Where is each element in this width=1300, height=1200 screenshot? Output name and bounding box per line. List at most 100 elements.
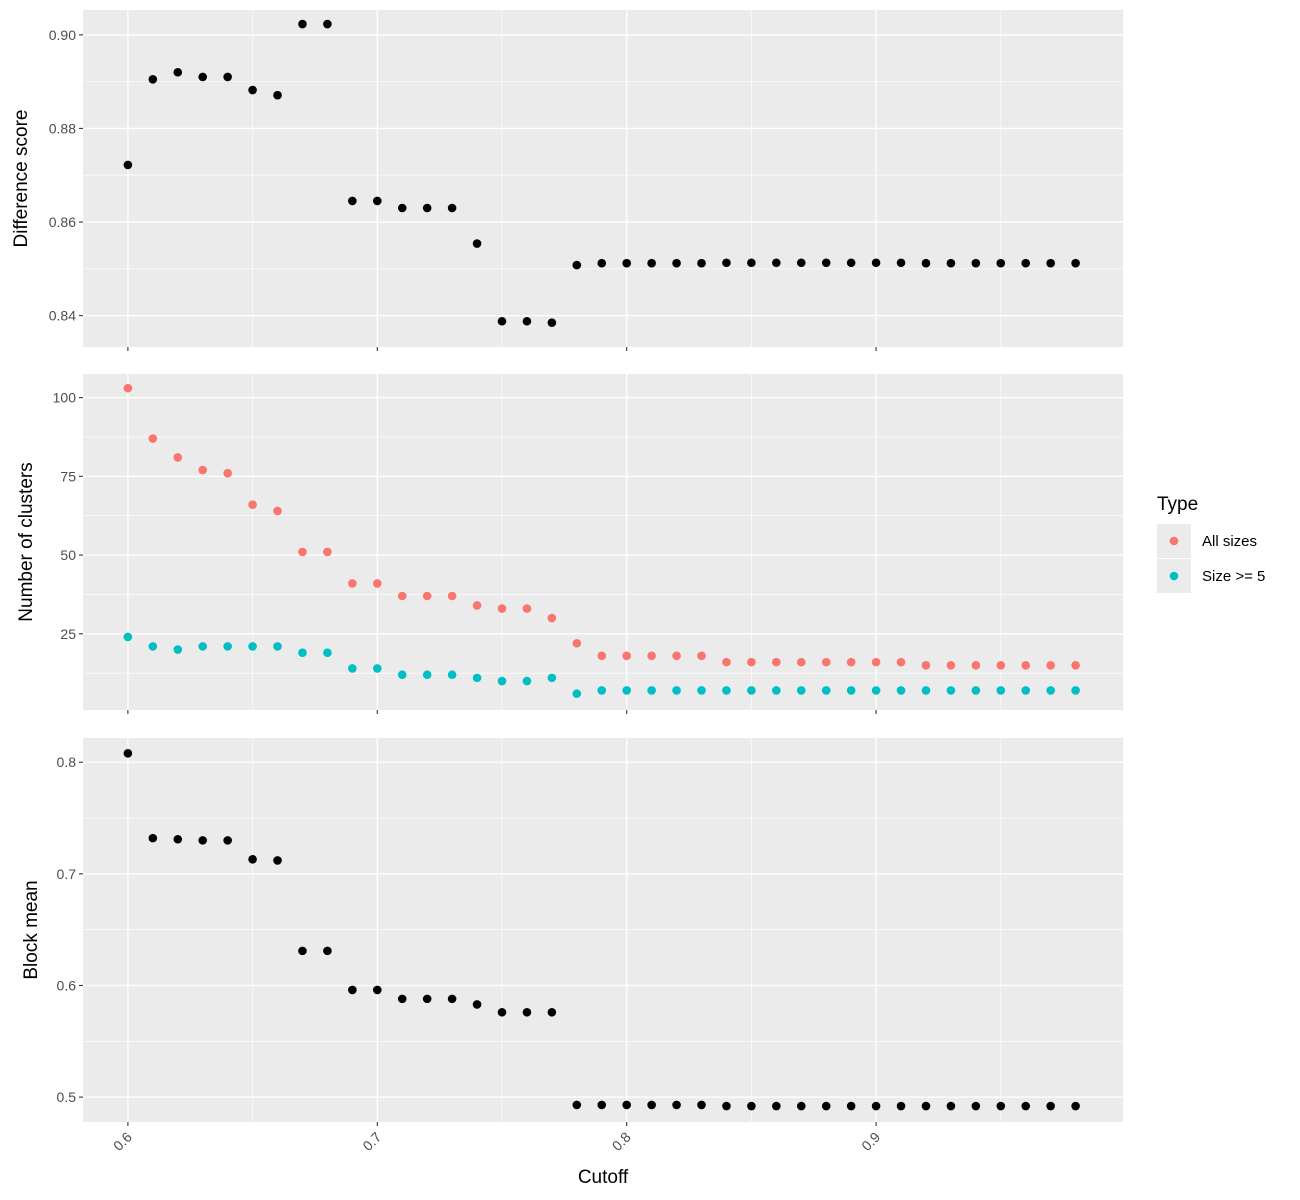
data-point <box>273 642 282 651</box>
data-point <box>821 258 831 268</box>
panel-1: 0.84 0.86 0.88 0.90 Difference score <box>11 10 1123 351</box>
data-point <box>896 657 906 667</box>
data-point <box>647 258 656 268</box>
data-point <box>547 1007 557 1017</box>
y-axis-title: Block mean <box>21 880 42 979</box>
y-axis-title: Difference score <box>11 110 32 248</box>
data-point <box>846 686 856 695</box>
data-point <box>896 686 906 695</box>
data-point <box>921 660 931 670</box>
data-point <box>223 836 232 845</box>
data-point <box>173 834 183 844</box>
data-point <box>597 686 607 695</box>
data-point <box>697 651 706 661</box>
data-point <box>672 686 681 695</box>
data-point <box>697 1100 706 1110</box>
legend-title: Type <box>1157 494 1198 515</box>
data-point <box>248 642 257 651</box>
data-point <box>123 383 133 393</box>
data-point <box>372 196 382 206</box>
y-tick-label: 25 <box>60 626 76 642</box>
data-point <box>722 258 731 268</box>
y-tick-label: 0.6 <box>57 977 77 993</box>
data-point <box>921 686 931 695</box>
data-point <box>597 651 607 661</box>
data-point <box>1071 686 1080 695</box>
data-point <box>348 985 357 995</box>
data-point <box>273 856 282 865</box>
y-tick-label: 0.88 <box>49 120 76 136</box>
data-point <box>672 258 681 268</box>
y-tick-label: 0.86 <box>49 214 76 230</box>
data-point <box>971 660 981 670</box>
legend-label: Size >= 5 <box>1202 568 1265 585</box>
data-point <box>323 946 332 956</box>
data-point <box>372 985 382 995</box>
data-point <box>472 601 482 610</box>
data-point <box>572 260 582 270</box>
data-point <box>273 506 282 516</box>
data-point <box>447 670 457 680</box>
y-tick-label: 100 <box>53 390 77 406</box>
data-point <box>971 686 981 695</box>
data-point <box>1021 1101 1031 1111</box>
data-point <box>971 258 981 268</box>
data-point <box>248 500 257 509</box>
data-point <box>996 1101 1006 1111</box>
data-point <box>173 453 183 462</box>
data-point <box>323 19 332 29</box>
data-point <box>497 316 507 326</box>
data-point <box>547 318 557 327</box>
data-point <box>896 1101 906 1111</box>
data-point <box>722 686 731 695</box>
y-tick-label: 0.84 <box>49 308 76 324</box>
data-point <box>747 258 756 268</box>
data-point <box>821 686 831 695</box>
data-point <box>796 258 806 268</box>
data-point <box>846 258 856 268</box>
data-point <box>921 1101 931 1111</box>
data-point <box>497 604 507 613</box>
data-point <box>1071 660 1080 670</box>
data-point <box>971 1101 981 1111</box>
data-point <box>647 651 656 661</box>
data-point <box>372 579 382 588</box>
data-point <box>622 651 631 661</box>
data-point <box>597 1100 607 1110</box>
data-point <box>672 1100 681 1110</box>
data-point <box>422 203 432 213</box>
legend-key-point <box>1169 536 1179 546</box>
data-point <box>747 686 756 695</box>
x-tick-label: 0.6 <box>110 1129 135 1154</box>
data-point <box>323 648 332 657</box>
data-point <box>871 258 881 268</box>
data-point <box>522 676 532 686</box>
data-point <box>871 686 881 695</box>
data-point <box>871 1101 881 1111</box>
data-point <box>422 994 432 1004</box>
data-point <box>273 90 282 100</box>
y-axis-title: Number of clusters <box>16 462 37 621</box>
y-tick-label: 0.5 <box>57 1089 77 1105</box>
y-tick-label: 75 <box>60 468 76 484</box>
data-point <box>522 316 532 326</box>
data-point <box>796 1101 806 1111</box>
data-point <box>447 994 457 1004</box>
data-point <box>572 1100 582 1110</box>
data-point <box>298 547 307 557</box>
data-point <box>522 604 532 613</box>
data-point <box>248 855 257 864</box>
data-point <box>946 660 956 670</box>
data-point <box>422 591 432 601</box>
data-point <box>547 613 557 623</box>
y-tick-label: 0.90 <box>49 27 76 43</box>
data-point <box>298 648 307 657</box>
data-point <box>572 638 582 648</box>
data-point <box>148 434 158 443</box>
panel-background <box>83 738 1123 1122</box>
data-point <box>796 657 806 667</box>
data-point <box>348 579 357 588</box>
data-point <box>148 74 158 84</box>
data-point <box>472 673 482 683</box>
